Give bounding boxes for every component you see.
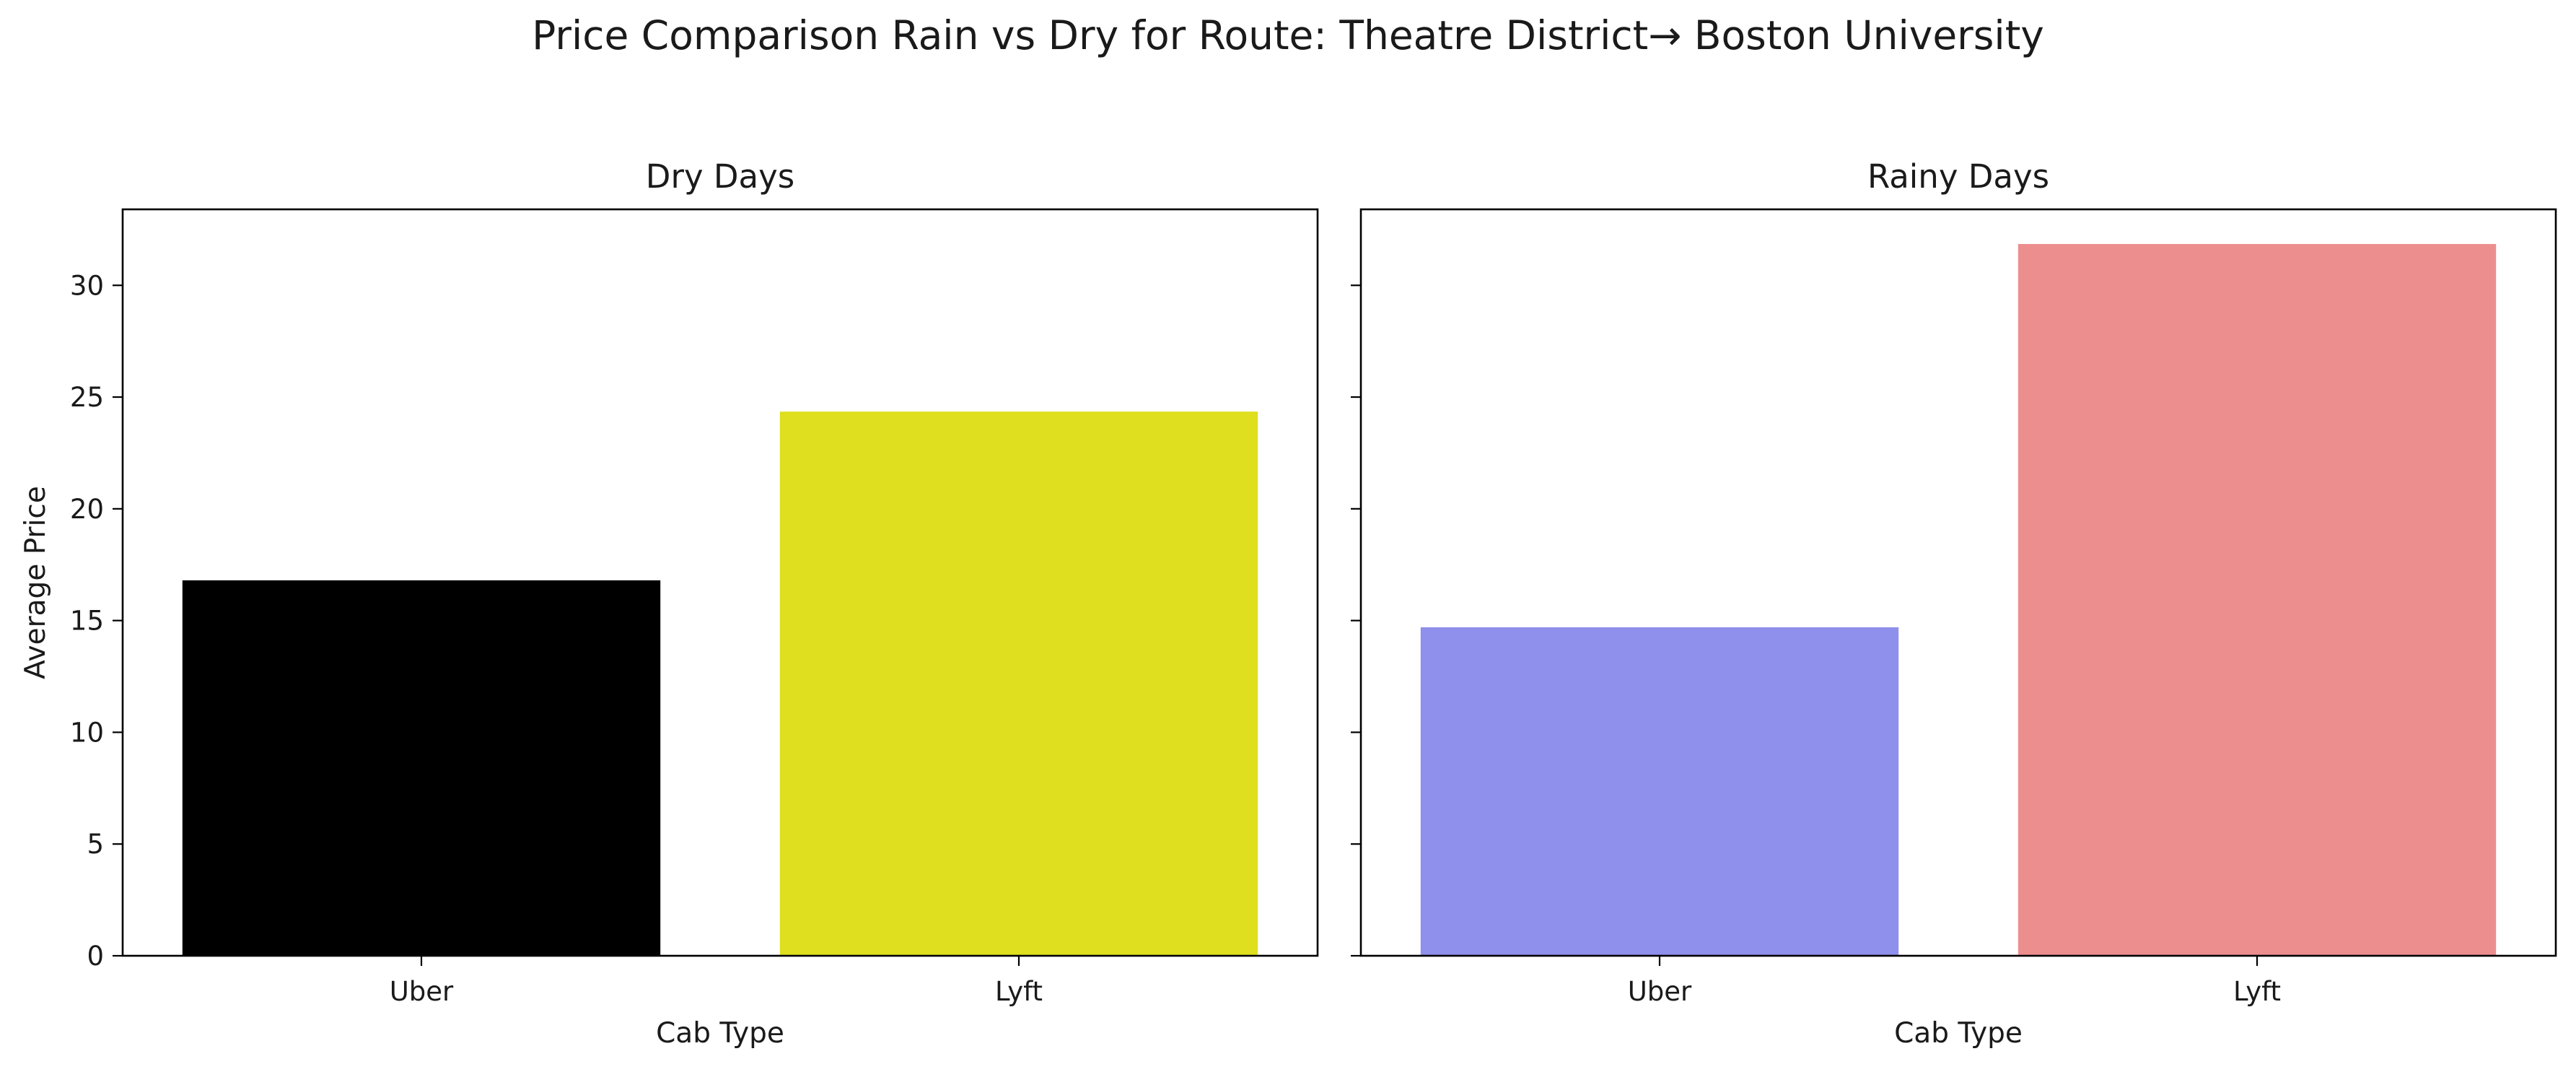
- axes-frame: [121, 208, 1319, 957]
- bar-uber: [182, 580, 661, 956]
- y-tick-label: 25: [70, 382, 104, 413]
- y-axis-label: Average Price: [19, 486, 52, 679]
- axes-1: 0 5 10 15 20 25 30 Uber Lyft Dry Days Cab Type Aver…: [19, 157, 1319, 1050]
- y-tick-label: 20: [70, 494, 104, 525]
- x-axis-label: Cab Type: [656, 1017, 784, 1050]
- subplot-title: Rainy Days: [1867, 157, 2049, 196]
- bar-lyft: [779, 411, 1258, 956]
- y-tick-label: 0: [87, 941, 104, 972]
- y-tick-label: 5: [87, 829, 104, 860]
- x-tick-label: Lyft: [2233, 976, 2281, 1007]
- x-tick-label: Uber: [390, 976, 454, 1007]
- axes-frame: [1359, 208, 2557, 957]
- x-axis-label: Cab Type: [1894, 1017, 2023, 1050]
- subplot-title: Dry Days: [646, 157, 794, 196]
- axes-2: Uber Lyft Rainy Days Cab Type: [1351, 157, 2557, 1050]
- y-tick-label: 10: [70, 717, 104, 748]
- y-tick-label: 30: [70, 270, 104, 301]
- bar-lyft: [2018, 243, 2497, 956]
- figure-title: Price Comparison Rain vs Dry for Route: …: [532, 12, 2044, 58]
- bar-uber: [1420, 627, 1899, 956]
- y-tick-label: 15: [70, 606, 104, 637]
- x-tick-label: Lyft: [995, 976, 1043, 1007]
- x-tick-label: Uber: [1628, 976, 1692, 1007]
